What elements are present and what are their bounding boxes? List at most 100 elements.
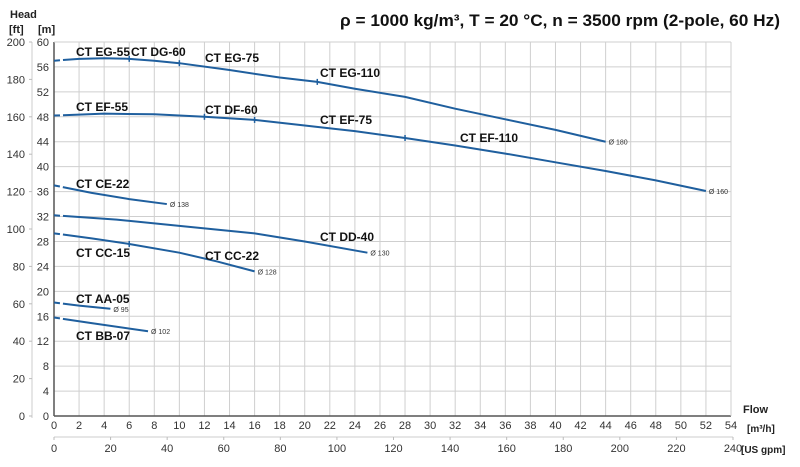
x-tick-label: 48 bbox=[650, 420, 662, 432]
x-tick-label: 32 bbox=[449, 420, 461, 432]
x-tick-label: 14 bbox=[223, 420, 235, 432]
y-ft-tick-label: 40 bbox=[13, 336, 25, 348]
x-tick-label: 46 bbox=[625, 420, 637, 432]
curve-label: CT CC-22 bbox=[205, 249, 259, 263]
x-unit-m3h: [m³/h] bbox=[747, 424, 775, 435]
y-m-tick-label: 60 bbox=[37, 37, 49, 49]
y-m-tick-label: 52 bbox=[37, 87, 49, 99]
curve-label: CT CC-15 bbox=[76, 246, 130, 260]
y-m-tick-label: 0 bbox=[43, 411, 49, 423]
y-m-tick-label: 32 bbox=[37, 212, 49, 224]
x-tick-label: 20 bbox=[299, 420, 311, 432]
x-tick-label: 42 bbox=[574, 420, 586, 432]
x-gpm-tick-label: 0 bbox=[51, 443, 57, 455]
y-ft-tick-label: 100 bbox=[7, 224, 25, 236]
x-unit-gpm: [US gpm] bbox=[741, 445, 785, 456]
x-gpm-tick-label: 240 bbox=[724, 443, 742, 455]
x-gpm-tick-label: 40 bbox=[161, 443, 173, 455]
y-m-tick-label: 56 bbox=[37, 62, 49, 74]
x-gpm-tick-label: 220 bbox=[667, 443, 685, 455]
x-tick-label: 50 bbox=[675, 420, 687, 432]
y-axis-title: Head bbox=[10, 9, 37, 21]
curve-label: CT DD-40 bbox=[320, 230, 374, 244]
y-m-tick-label: 8 bbox=[43, 361, 49, 373]
x-tick-label: 44 bbox=[600, 420, 612, 432]
curve-label: CT EF-55 bbox=[76, 100, 128, 114]
curve-dd bbox=[53, 214, 368, 254]
diameter-label: Ø 180 bbox=[609, 140, 628, 147]
x-gpm-tick-label: 180 bbox=[554, 443, 572, 455]
y-ft-tick-label: 0 bbox=[19, 411, 25, 423]
y-m-tick-label: 48 bbox=[37, 112, 49, 124]
x-tick-label: 22 bbox=[324, 420, 336, 432]
x-tick-label: 54 bbox=[725, 420, 737, 432]
y-m-tick-label: 20 bbox=[37, 286, 49, 298]
curve-label: CT EG-75 bbox=[205, 51, 259, 65]
chart-title: ρ = 1000 kg/m³, T = 20 °C, n = 3500 rpm … bbox=[340, 11, 780, 30]
curve-label: CT AA-05 bbox=[76, 292, 130, 306]
y-ft-tick-label: 200 bbox=[7, 37, 25, 49]
x-tick-label: 8 bbox=[151, 420, 157, 432]
x-gpm-tick-label: 100 bbox=[328, 443, 346, 455]
y-ft-tick-label: 80 bbox=[13, 261, 25, 273]
x-tick-label: 40 bbox=[549, 420, 561, 432]
diameter-label: Ø 160 bbox=[709, 189, 728, 196]
curve-bb bbox=[53, 316, 149, 333]
y-m-tick-label: 28 bbox=[37, 236, 49, 248]
x-gpm-tick-label: 20 bbox=[104, 443, 116, 455]
diameter-label: Ø 95 bbox=[113, 307, 128, 314]
x-gpm-tick-label: 80 bbox=[274, 443, 286, 455]
curve-ce bbox=[53, 184, 167, 206]
x-tick-label: 24 bbox=[349, 420, 361, 432]
x-tick-label: 6 bbox=[126, 420, 132, 432]
y-ft-tick-label: 160 bbox=[7, 112, 25, 124]
curve-eg bbox=[53, 57, 606, 143]
x-axis-title: Flow bbox=[743, 404, 768, 416]
curve-label: CT BB-07 bbox=[76, 329, 130, 343]
y-ft-tick-label: 20 bbox=[13, 374, 25, 386]
x-tick-label: 4 bbox=[101, 420, 107, 432]
x-tick-label: 26 bbox=[374, 420, 386, 432]
y-ft-tick-label: 180 bbox=[7, 74, 25, 86]
x-tick-label: 0 bbox=[51, 420, 57, 432]
x-gpm-tick-label: 140 bbox=[441, 443, 459, 455]
y-ft-tick-label: 120 bbox=[7, 187, 25, 199]
y-ft-tick-label: 60 bbox=[13, 299, 25, 311]
curve-aa bbox=[53, 301, 111, 310]
diameter-label: Ø 130 bbox=[370, 251, 389, 258]
curve-label: CT CE-22 bbox=[76, 177, 130, 191]
diameter-label: Ø 128 bbox=[258, 269, 277, 276]
x-tick-label: 36 bbox=[499, 420, 511, 432]
x-tick-label: 2 bbox=[76, 420, 82, 432]
curve-label: CT EG-55 bbox=[76, 45, 130, 59]
x-tick-label: 16 bbox=[248, 420, 260, 432]
x-tick-label: 28 bbox=[399, 420, 411, 432]
x-tick-label: 34 bbox=[474, 420, 486, 432]
y-ft-tick-label: 140 bbox=[7, 149, 25, 161]
x-gpm-tick-label: 60 bbox=[218, 443, 230, 455]
y-m-tick-label: 12 bbox=[37, 336, 49, 348]
x-tick-label: 30 bbox=[424, 420, 436, 432]
x-gpm-tick-label: 120 bbox=[384, 443, 402, 455]
curve-label: CT EF-110 bbox=[460, 131, 518, 145]
y-m-tick-label: 44 bbox=[37, 137, 49, 149]
x-tick-label: 12 bbox=[198, 420, 210, 432]
y-unit-ft: [ft] bbox=[9, 24, 24, 36]
curve-ef bbox=[53, 112, 707, 192]
x-tick-label: 38 bbox=[524, 420, 536, 432]
y-m-tick-label: 24 bbox=[37, 261, 49, 273]
curve-label: CT EF-75 bbox=[320, 113, 372, 127]
x-tick-label: 52 bbox=[700, 420, 712, 432]
curve-cc bbox=[53, 232, 255, 273]
y-m-tick-label: 36 bbox=[37, 187, 49, 199]
x-tick-label: 18 bbox=[274, 420, 286, 432]
curve-label: CT EG-110 bbox=[320, 66, 380, 80]
x-tick-label: 10 bbox=[173, 420, 185, 432]
y-m-tick-label: 40 bbox=[37, 162, 49, 174]
y-m-tick-label: 4 bbox=[43, 386, 49, 398]
y-unit-m: [m] bbox=[38, 24, 55, 36]
diameter-label: Ø 102 bbox=[151, 329, 170, 336]
curve-label: CT DG-60 bbox=[131, 45, 186, 59]
